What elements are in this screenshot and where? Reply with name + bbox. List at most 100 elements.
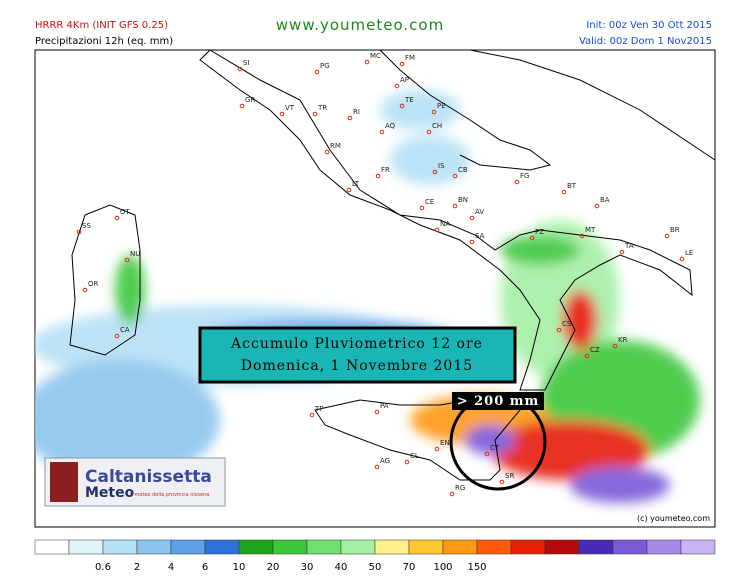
legend-swatch	[646, 539, 682, 555]
city-label: PA	[380, 402, 389, 410]
city-label: BR	[670, 226, 680, 234]
city-dot	[484, 451, 490, 457]
legend-swatch	[102, 539, 138, 555]
legend-label: 30	[301, 562, 314, 573]
legend-label: 50	[369, 562, 382, 573]
city-label: AG	[380, 457, 390, 465]
city-label: KR	[618, 336, 628, 344]
city-dot	[399, 103, 405, 109]
city-label: GR	[245, 96, 255, 104]
city-dot	[432, 169, 438, 175]
city-dot	[469, 239, 475, 245]
city-dot	[452, 173, 458, 179]
city-label: MT	[585, 226, 596, 234]
banner	[198, 326, 517, 384]
city-label: TP	[314, 405, 324, 413]
legend: 0.6 2 4 6 10 20 30 40 50 70 100 150	[34, 539, 716, 573]
valid: Valid: 00z Dom 1 Nov2015	[579, 36, 712, 47]
city-label: AV	[475, 208, 484, 216]
legend-label: 150	[467, 562, 486, 573]
logo-tagline: Il meteo della provincia nissena	[130, 492, 209, 498]
legend-label: 0.6	[95, 562, 111, 573]
city-dot	[374, 464, 380, 470]
city-dot	[124, 257, 130, 263]
city-dot	[529, 235, 535, 241]
city-dot	[114, 333, 120, 339]
city-label: TR	[317, 104, 327, 112]
highlight-box	[452, 392, 544, 410]
city-dot	[399, 61, 405, 67]
city-dot	[679, 256, 685, 262]
city-label: FM	[405, 54, 415, 62]
city-dot	[469, 215, 475, 221]
city-dot	[82, 287, 88, 293]
highlight-label: > 200 mm	[457, 394, 540, 409]
logo-sub: Meteo	[85, 485, 135, 501]
city-dot	[594, 203, 600, 209]
logo-name: Caltanissetta	[85, 467, 212, 487]
city-label: VT	[285, 104, 295, 112]
model: HRRR 4Km (INIT GFS 0.25)	[35, 20, 168, 31]
city-label: CZ	[590, 346, 600, 354]
city-dot	[239, 103, 245, 109]
banner-line1: Accumulo Pluviometrico 12 ore	[230, 336, 483, 352]
city-label: SR	[505, 472, 514, 480]
city-dot	[237, 66, 243, 72]
legend-swatch	[374, 539, 410, 555]
city-label: RG	[455, 484, 465, 492]
city-dot	[434, 227, 440, 233]
legend-label: 10	[233, 562, 246, 573]
city-label: FG	[520, 172, 529, 180]
legend-swatch	[204, 539, 240, 555]
legend-label: 100	[433, 562, 452, 573]
legend-swatch	[510, 539, 546, 555]
city-dot	[431, 109, 437, 115]
copyright: (c) youmeteo.com	[637, 514, 710, 523]
city-dot	[584, 353, 590, 359]
legend-swatch	[68, 539, 104, 555]
city-label: CL	[410, 452, 419, 460]
city-label: CE	[425, 198, 434, 206]
legend-label: 70	[403, 562, 416, 573]
city-label: CT	[490, 444, 500, 452]
city-dot	[404, 459, 410, 465]
legend-swatch	[306, 539, 342, 555]
city-dot	[612, 343, 618, 349]
city-dot	[374, 409, 380, 415]
city-label: RI	[353, 108, 360, 116]
legend-swatch	[136, 539, 172, 555]
city-dot	[556, 327, 562, 333]
legend-swatch	[578, 539, 614, 555]
legend-swatch	[340, 539, 376, 555]
city-label: BT	[567, 182, 577, 190]
city-label: NU	[130, 250, 140, 258]
city-dot	[579, 233, 585, 239]
city-label: TE	[404, 96, 414, 104]
city-dot	[76, 229, 82, 235]
legend-label: 6	[202, 562, 208, 573]
city-dot	[426, 129, 432, 135]
city-label: NA	[440, 220, 450, 228]
city-dot	[314, 69, 320, 75]
city-label: EN	[440, 439, 450, 447]
field: Precipitazioni 12h (eq. mm)	[35, 36, 173, 47]
city-label: PG	[320, 62, 330, 70]
cities: SI PG MC FM AP TE GR VT TR RI AQ PE CH RM IS CB LT FR FG BT…	[76, 52, 693, 497]
legend-label: 4	[168, 562, 174, 573]
logo-crest	[50, 462, 78, 502]
city-label: PZ	[535, 228, 544, 236]
legend-swatch	[170, 539, 206, 555]
city-label: CA	[120, 326, 130, 334]
legend-swatch	[442, 539, 478, 555]
legend-swatch	[34, 539, 70, 555]
city-label: FR	[381, 166, 390, 174]
city-dot	[379, 129, 385, 135]
init: Init: 00z Ven 30 Ott 2015	[586, 20, 712, 31]
legend-swatch	[544, 539, 580, 555]
city-dot	[499, 479, 505, 485]
city-dot	[514, 179, 520, 185]
city-dot	[394, 83, 400, 89]
city-dot	[324, 149, 330, 155]
legend-swatch	[476, 539, 512, 555]
